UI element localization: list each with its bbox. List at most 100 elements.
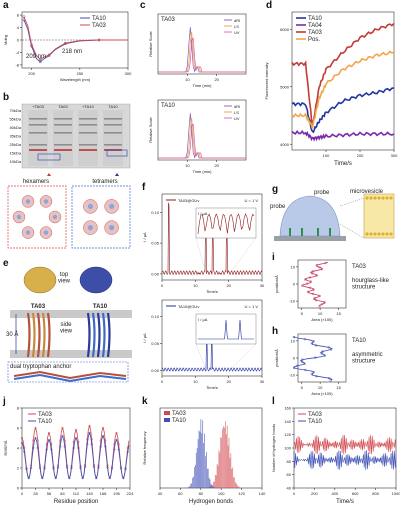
x-axis-label: Wavelength (nm) — [60, 77, 91, 82]
x-tick-label: 400 — [331, 491, 338, 496]
sec-trace — [158, 113, 246, 158]
profile-note-line: structure — [352, 285, 376, 291]
inset-connector — [196, 344, 205, 368]
sec-trace — [158, 118, 246, 158]
gel-band-highlight — [54, 149, 72, 151]
y-axis-label: position/Å — [274, 349, 279, 367]
ladder-label: 40kDa — [9, 125, 21, 130]
y-tick-label: 0.00 — [151, 368, 160, 373]
x-tick-label: 0 — [293, 491, 296, 496]
lipid-head — [373, 196, 376, 199]
histogram-bar — [210, 479, 211, 488]
x-tick-label: 168 — [100, 491, 107, 496]
legend-swatch — [164, 418, 170, 422]
x-tick-label: 0 — [161, 283, 164, 288]
x-tick-label: 250 — [76, 71, 83, 76]
subunit-core — [88, 225, 93, 230]
histogram-bar — [227, 426, 228, 488]
ta03-helix — [38, 313, 40, 357]
histogram-bar — [208, 469, 209, 488]
histogram-bar — [215, 475, 216, 488]
histogram-bar — [193, 477, 194, 488]
legend-label: TA03@GUv — [178, 198, 199, 203]
histogram-bar — [191, 483, 192, 488]
histogram-bar — [239, 487, 240, 488]
histogram-bar — [236, 483, 237, 488]
subunit-core — [26, 230, 30, 234]
subunit-core — [88, 204, 93, 209]
gel-band — [79, 124, 97, 126]
x-axis-label: Time/s — [206, 289, 218, 294]
y-tick-label: 2 — [17, 466, 20, 471]
legend-label: TA03 — [38, 412, 53, 418]
panel-label: l — [272, 396, 275, 407]
x-tick-label: 10 — [318, 311, 323, 316]
ladder-label: 25kDa — [9, 142, 21, 147]
gel-band-highlight — [29, 149, 47, 151]
gel-band — [54, 124, 72, 126]
inset-label: I / μA — [198, 317, 208, 322]
ta10-helix — [93, 313, 95, 357]
gel-band — [79, 144, 97, 146]
x-tick-label: 10 — [193, 379, 198, 384]
series-line-TA04 — [292, 131, 394, 139]
panel-label: a — [3, 0, 9, 11]
x-tick-label: 0 — [161, 379, 164, 384]
y-axis-label: Fluorescent Intensity — [264, 63, 269, 100]
histogram-bar — [200, 432, 201, 488]
legend-label: TA04 — [308, 23, 323, 29]
histogram-bar — [238, 486, 239, 488]
histogram-bar — [196, 453, 197, 488]
x-tick-label: 15 — [336, 385, 341, 390]
legend-label: LS — [234, 24, 239, 29]
y-tick-label: 0.00 — [151, 271, 160, 276]
y-tick-label: 100 — [284, 446, 291, 451]
y-tick-label: -10 — [289, 373, 296, 378]
panel-label: k — [142, 396, 148, 407]
profile-note-line: structure — [352, 359, 376, 365]
y-tick-label: 60 — [287, 472, 292, 477]
x-tick-label: 120 — [238, 491, 245, 496]
histogram-bar — [207, 469, 208, 488]
lane-label: TA03 — [58, 104, 68, 109]
histogram-bar — [228, 446, 229, 488]
ta10-helix — [108, 313, 110, 357]
histogram-bar — [200, 419, 201, 488]
gel-band — [79, 118, 97, 120]
histogram-bar — [229, 438, 230, 488]
ta10-helix — [98, 313, 100, 357]
gel-band — [54, 118, 72, 120]
ta10-label: TA10 — [93, 304, 108, 310]
histogram-bar — [218, 466, 219, 488]
inset-connector — [232, 344, 256, 368]
histogram-bar — [204, 434, 205, 488]
histogram-bar — [214, 487, 215, 488]
gel-band — [104, 144, 122, 146]
top-view-label-line: top — [60, 272, 69, 278]
histogram-bar — [225, 421, 226, 488]
plot-frame — [298, 334, 346, 382]
inset-label: I / μA — [198, 211, 208, 216]
gel-band — [29, 144, 47, 146]
legend-label: TA10 — [308, 16, 323, 22]
subunit-core — [17, 215, 21, 219]
ta03-top-view — [24, 267, 56, 293]
lipid-head — [385, 232, 388, 235]
histogram-bar — [230, 453, 231, 488]
legend-label: TA10 — [308, 419, 323, 425]
legend-label: TA03 — [308, 30, 323, 36]
inset-connector — [232, 238, 256, 271]
legend-label: TA03 — [172, 411, 187, 417]
ta03-label: TA03 — [31, 304, 46, 310]
probe-label-2: probe — [314, 190, 330, 196]
x-tick-label: 224 — [127, 491, 134, 496]
x-tick-label: 40 — [158, 491, 163, 496]
